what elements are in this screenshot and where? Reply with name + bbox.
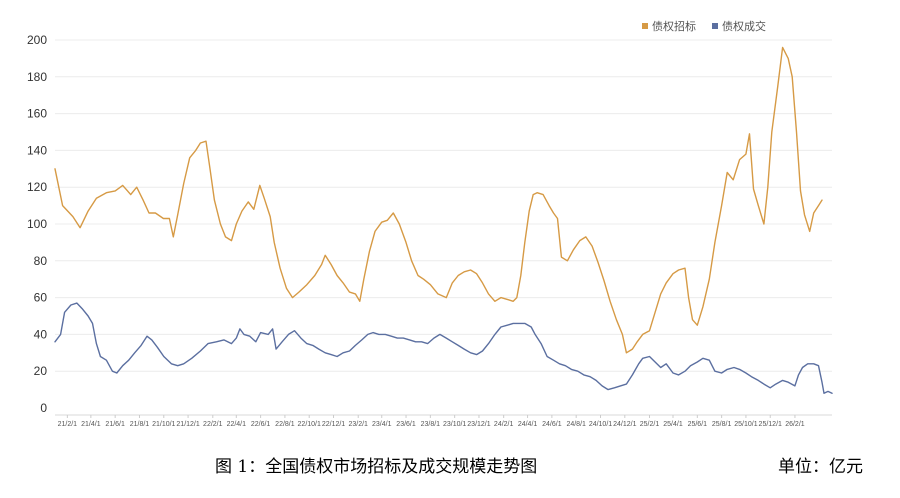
x-tick-label: 21/8/1 (130, 421, 150, 428)
x-tick-label: 22/10/1 (298, 421, 321, 428)
figure-caption: 图 1：全国债权市场招标及成交规模走势图 (215, 457, 538, 477)
x-tick-label: 22/6/1 (251, 421, 271, 428)
x-tick-label: 24/2/1 (494, 421, 514, 428)
y-tick-label: 160 (27, 107, 47, 121)
y-tick-label: 180 (27, 70, 47, 84)
y-tick-label: 120 (27, 180, 47, 194)
legend-item-deal: 债权成交 (712, 19, 766, 33)
x-tick-label: 21/12/1 (176, 421, 199, 428)
x-tick-label: 24/4/1 (518, 421, 538, 428)
x-axis-ticks: 21/2/1 21/4/1 21/6/1 21/8/1 21/10/1 21/12/1 22… (58, 415, 805, 428)
x-tick-label: 21/4/1 (81, 421, 101, 428)
x-tick-label: 25/10/1 (734, 421, 757, 428)
y-axis-ticks: 0 20 40 60 80 100 120 140 160 180 200 (27, 33, 47, 415)
x-tick-label: 22/2/1 (203, 421, 223, 428)
x-tick-label: 23/6/1 (396, 421, 416, 428)
x-tick-label: 24/12/1 (613, 421, 636, 428)
x-tick-label: 23/8/1 (421, 421, 441, 428)
y-tick-label: 80 (34, 254, 48, 268)
y-tick-label: 100 (27, 217, 47, 231)
x-tick-label: 22/4/1 (227, 421, 247, 428)
x-tick-label: 21/10/1 (152, 421, 175, 428)
unit-label: 单位：亿元 (778, 457, 863, 477)
legend-item-bid: 债权招标 (642, 19, 696, 33)
x-tick-label: 21/6/1 (105, 421, 125, 428)
legend: 债权招标 债权成交 (642, 19, 766, 33)
legend-swatch-deal (712, 23, 718, 29)
series-layer (54, 46, 833, 394)
x-tick-label: 25/12/1 (759, 421, 782, 428)
x-tick-label: 23/4/1 (372, 421, 392, 428)
x-tick-label: 24/6/1 (542, 421, 562, 428)
legend-label-deal: 债权成交 (722, 19, 766, 33)
legend-swatch-bid (642, 23, 648, 29)
line-chart: 0 20 40 60 80 100 120 140 160 180 200 21/2/1 21/4/1… (27, 19, 833, 428)
x-tick-label: 25/4/1 (663, 421, 683, 428)
x-tick-label: 23/10/1 (443, 421, 466, 428)
y-tick-label: 20 (34, 364, 48, 378)
x-tick-label: 22/8/1 (275, 421, 295, 428)
x-tick-label: 23/12/1 (467, 421, 490, 428)
legend-label-bid: 债权招标 (652, 19, 696, 33)
x-tick-label: 25/6/1 (688, 421, 708, 428)
series-line-deal (54, 302, 833, 394)
x-tick-label: 21/2/1 (58, 421, 78, 428)
x-tick-label: 23/2/1 (348, 421, 368, 428)
x-tick-label: 25/2/1 (640, 421, 660, 428)
x-tick-label: 26/2/1 (785, 421, 805, 428)
y-tick-label: 140 (27, 143, 47, 157)
gridlines (55, 39, 832, 372)
y-tick-label: 0 (40, 401, 47, 415)
series-line-bid (54, 46, 823, 354)
x-tick-label: 24/8/1 (566, 421, 586, 428)
x-tick-label: 22/12/1 (322, 421, 345, 428)
x-tick-label: 25/8/1 (712, 421, 732, 428)
y-tick-label: 60 (34, 291, 48, 305)
y-tick-label: 40 (34, 327, 48, 341)
y-tick-label: 200 (27, 33, 47, 47)
x-tick-label: 24/10/1 (589, 421, 612, 428)
